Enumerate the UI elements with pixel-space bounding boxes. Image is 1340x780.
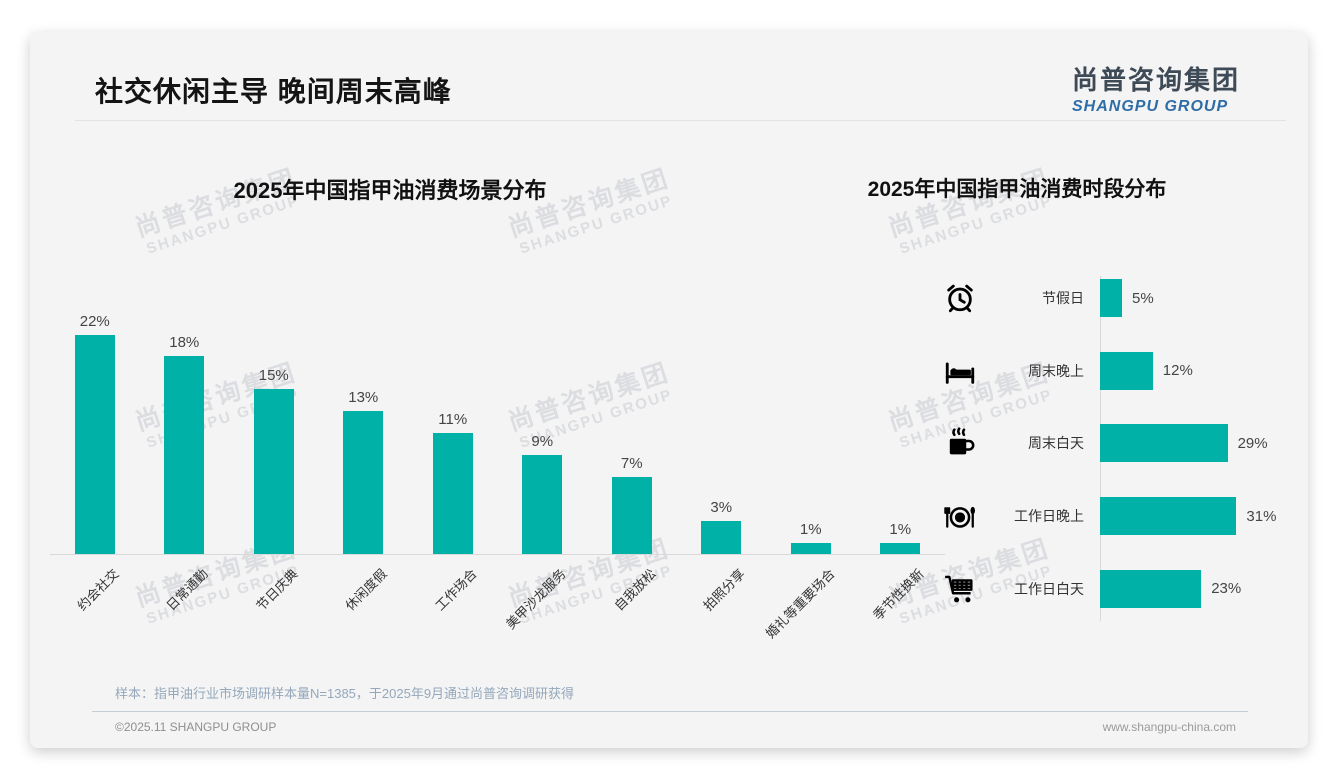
bar-category-label: 日常通勤 [163, 566, 211, 614]
logo-chinese-text: 尚普咨询集团 [1071, 65, 1240, 95]
time-label: 周末晚上 [1028, 362, 1084, 379]
bar-value-label: 18% [169, 334, 200, 351]
bar [253, 389, 294, 554]
bar-value-label: 11% [438, 411, 468, 428]
bar-category-label: 工作场合 [432, 566, 480, 614]
bar-value-label: 29% [1237, 434, 1268, 452]
bar-value-label: 1% [799, 521, 822, 538]
bar [1100, 569, 1202, 608]
bar-area: 12% [1100, 351, 1193, 390]
bar-category-label: 美甲沙龙服务 [503, 566, 569, 632]
scene-distribution-chart: 22% 约会社交 18% 日常通勤 15% 节日庆典 13% 休闲度假 11% 工作场合 9% 美甲沙… [50, 313, 946, 641]
slide-card: 尚普咨询集团 SHANGPU GROUP 尚普咨询集团 SHANGPU GROUP … [30, 32, 1308, 748]
bar-category-label: 拍照分享 [700, 566, 748, 614]
bar-value-label: 3% [710, 499, 733, 516]
footer-divider [92, 711, 1248, 712]
bar-value-label: 12% [1162, 362, 1193, 380]
bed-icon [938, 354, 982, 388]
scene-bar-column: 9% 美甲沙龙服务 [498, 313, 588, 632]
bar-value-label: 22% [79, 313, 110, 330]
bar [432, 433, 473, 554]
company-logo: 尚普咨询集团 SHANGPU GROUP [1072, 60, 1240, 116]
website-url: www.shangpu-china.com [1102, 720, 1236, 734]
time-row: 工作日晚上 31% [938, 480, 1298, 553]
time-label: 节假日 [1042, 290, 1084, 307]
scene-bar-column: 13% 休闲度假 [319, 313, 409, 614]
bar [164, 356, 205, 554]
scene-bar-column: 15% 节日庆典 [229, 313, 319, 614]
bar-value-label: 23% [1211, 580, 1242, 598]
scene-bar-column: 11% 工作场合 [408, 313, 498, 614]
bar-category-label: 约会社交 [74, 566, 122, 614]
coffee-cup-icon [938, 426, 982, 460]
time-label: 工作日白天 [1014, 580, 1084, 597]
scene-chart-title: 2025年中国指甲油消费场景分布 [233, 178, 547, 203]
logo-english-text: SHANGPU GROUP [1071, 98, 1229, 115]
shopping-cart-icon [938, 572, 982, 606]
bar-category-label: 婚礼等重要场合 [762, 566, 838, 642]
scene-bar-column: 7% 自我放松 [587, 313, 677, 614]
time-row: 节假日 5% [938, 262, 1298, 335]
scene-bar-column: 1% 婚礼等重要场合 [763, 313, 856, 641]
bar [1100, 351, 1153, 390]
dining-plate-icon [938, 499, 982, 533]
bar [522, 455, 563, 554]
bar-value-label: 31% [1246, 507, 1277, 525]
bar-value-label: 5% [1132, 289, 1154, 307]
bar-category-label: 季节性换新 [870, 566, 927, 623]
scene-bar-column: 3% 拍照分享 [677, 313, 767, 614]
bar-category-label: 节日庆典 [253, 566, 301, 614]
scene-bar-column: 1% 季节性换新 [856, 313, 946, 623]
bar-value-label: 15% [258, 367, 289, 384]
bar [1100, 279, 1122, 318]
title-divider [75, 120, 1286, 121]
bar-value-label: 1% [889, 521, 912, 538]
copyright-text: ©2025.11 SHANGPU GROUP [115, 720, 277, 734]
bar [880, 543, 921, 554]
time-label: 工作日晚上 [1014, 508, 1084, 525]
time-row: 工作日白天 23% [938, 552, 1298, 625]
bar [1100, 424, 1228, 463]
bar-category-label: 自我放松 [611, 566, 659, 614]
bar-value-label: 7% [620, 455, 643, 472]
time-row: 周末白天 29% [938, 407, 1298, 480]
bar [790, 543, 831, 554]
time-distribution-chart: 节假日 5% 周末晚上 12% 周末白天 29% 工作日晚上 31% 工作日白天 23% [938, 262, 1298, 627]
bar [1100, 497, 1237, 536]
scene-bar-column: 22% 约会社交 [50, 313, 140, 614]
time-row: 周末晚上 12% [938, 335, 1298, 408]
bar-area: 23% [1100, 569, 1242, 608]
time-label: 周末白天 [1028, 435, 1084, 452]
bar [611, 477, 652, 554]
bar [701, 521, 742, 554]
bar-value-label: 9% [531, 433, 554, 450]
bar-area: 29% [1100, 424, 1268, 463]
bar-area: 31% [1100, 497, 1277, 536]
page-title: 社交休闲主导 晚间周末高峰 [95, 76, 452, 107]
bar-area: 5% [1100, 279, 1154, 318]
time-chart-title: 2025年中国指甲油消费时段分布 [867, 178, 1167, 201]
alarm-clock-icon [938, 281, 982, 315]
sample-note: 样本：指甲油行业市场调研样本量N=1385，于2025年9月通过尚普咨询调研获得 [115, 686, 575, 701]
bar-category-label: 休闲度假 [342, 566, 390, 614]
scene-bar-column: 18% 日常通勤 [140, 313, 230, 614]
bar-value-label: 13% [348, 389, 379, 406]
bar [74, 335, 115, 554]
bar [343, 411, 384, 554]
